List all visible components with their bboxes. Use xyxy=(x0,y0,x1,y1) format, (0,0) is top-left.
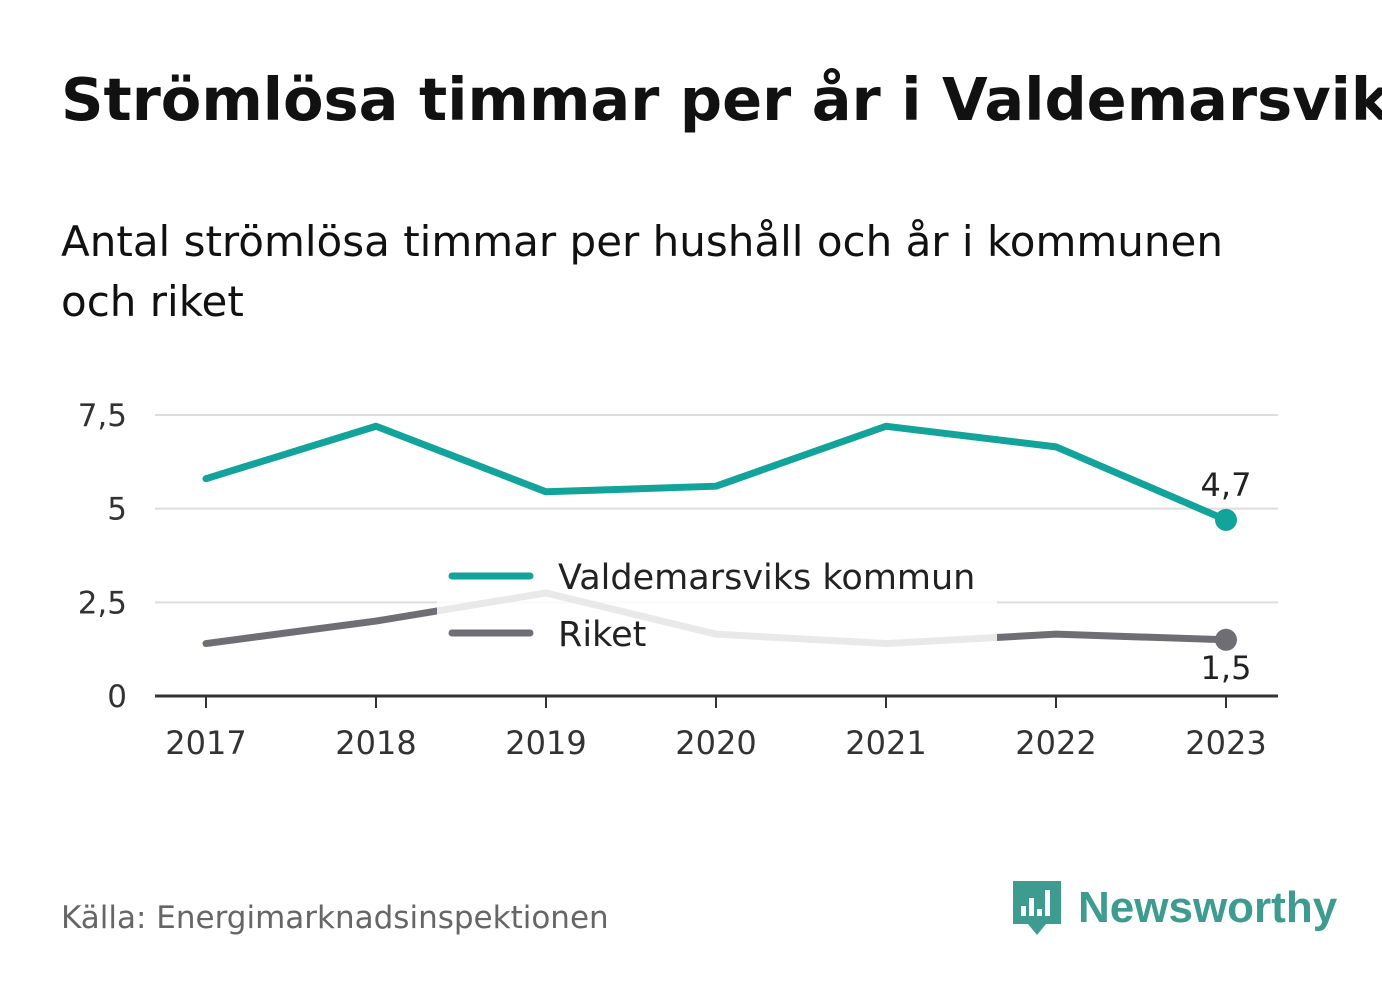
x-tick-label: 2018 xyxy=(335,724,416,762)
x-tick-label: 2020 xyxy=(675,724,756,762)
y-tick-label: 2,5 xyxy=(78,585,127,621)
y-tick-label: 7,5 xyxy=(78,398,127,434)
source-note: Källa: Energimarknadsinspektionen xyxy=(61,900,609,936)
x-tick-label: 2023 xyxy=(1185,724,1266,762)
legend-background xyxy=(437,548,997,660)
series-line-kommun xyxy=(202,422,1230,524)
legend-label: Riket xyxy=(558,615,646,655)
series-endpoint-kommun xyxy=(1215,508,1237,531)
series-endpoint-riket xyxy=(1215,628,1237,651)
y-tick-label: 5 xyxy=(107,492,127,528)
x-tick-label: 2019 xyxy=(505,724,586,762)
x-tick-label: 2022 xyxy=(1015,724,1096,762)
y-tick-label: 0 xyxy=(107,679,127,715)
chart-title: Strömlösa timmar per år i Valdemarsvik xyxy=(61,65,1382,134)
data-label-riket: 1,5 xyxy=(1201,649,1252,687)
chart-subtitle: Antal strömlösa timmar per hushåll och å… xyxy=(61,217,1223,326)
brand-name: Newsworthy xyxy=(1078,883,1338,932)
legend-label: Valdemarsviks kommun xyxy=(558,558,975,598)
newsworthy-logo-icon xyxy=(1013,881,1061,935)
brand-logo: Newsworthy xyxy=(1010,878,1337,938)
x-tick-label: 2021 xyxy=(845,724,926,762)
data-label-kommun: 4,7 xyxy=(1201,466,1252,504)
x-tick-label: 2017 xyxy=(165,724,246,762)
line-chart: 0 2,5 5 7,5 2017 2018 2019 2020 2021 2022 2023 1,5 4… xyxy=(78,398,1278,762)
